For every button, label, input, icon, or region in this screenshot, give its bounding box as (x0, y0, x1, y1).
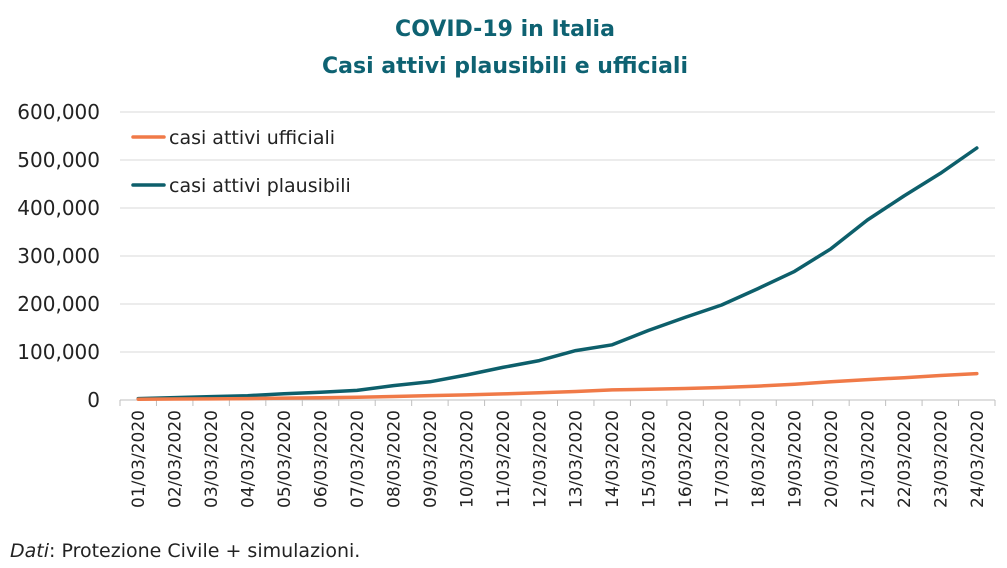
x-tick-label: 10/03/2020 (457, 410, 477, 508)
x-tick-label: 15/03/2020 (640, 410, 660, 508)
y-tick-label: 200,000 (17, 292, 100, 316)
x-tick-label: 03/03/2020 (202, 410, 222, 508)
x-tick-label: 23/03/2020 (931, 410, 951, 508)
y-tick-label: 500,000 (17, 148, 100, 172)
series-line-plausibili (136, 146, 979, 401)
x-tick-label: 16/03/2020 (676, 410, 696, 508)
chart-title-line-2: Casi attivi plausibili e ufficiali (322, 54, 688, 79)
y-tick-label: 100,000 (17, 340, 100, 364)
source-footnote: Dati: Protezione Civile + simulazioni. (10, 540, 360, 562)
legend-label: casi attivi ufficiali (169, 127, 335, 149)
x-tick-label: 19/03/2020 (785, 410, 805, 508)
y-axis: 0 100,000 200,000 300,000 400,000 500,000 600,… (17, 100, 100, 412)
x-tick-label: 13/03/2020 (567, 410, 587, 508)
x-tick-label: 02/03/2020 (166, 410, 186, 508)
series (136, 146, 979, 401)
x-tick-label: 22/03/2020 (895, 410, 915, 508)
legend: casi attivi ufficiali casi attivi plausib… (131, 127, 351, 197)
x-tick-label: 07/03/2020 (348, 410, 368, 508)
x-tick-label: 04/03/2020 (239, 410, 259, 508)
x-tick-label: 09/03/2020 (421, 410, 441, 508)
footnote-italic: Dati (10, 540, 50, 562)
x-tick-label: 06/03/2020 (312, 410, 332, 508)
x-tick-label: 24/03/2020 (968, 410, 988, 508)
x-axis: 01/03/2020 02/03/2020 03/03/2020 04/03/2020… (119, 399, 996, 508)
x-tick-label: 17/03/2020 (713, 410, 733, 508)
footnote-text: : Protezione Civile + simulazioni. (49, 540, 361, 562)
y-tick-label: 0 (87, 388, 100, 412)
y-tick-label: 400,000 (17, 196, 100, 220)
x-tick-label: 14/03/2020 (603, 410, 623, 508)
x-tick-label: 12/03/2020 (530, 410, 550, 508)
x-tick-label: 08/03/2020 (384, 410, 404, 508)
series-line-ufficiali (136, 371, 979, 401)
chart-title-line-1: COVID-19 in Italia (395, 17, 615, 42)
x-tick-label: 11/03/2020 (494, 410, 514, 508)
legend-label: casi attivi plausibili (169, 175, 351, 197)
y-tick-label: 300,000 (17, 244, 100, 268)
gridlines (120, 111, 995, 353)
y-tick-label: 600,000 (17, 100, 100, 124)
x-tick-label: 20/03/2020 (822, 410, 842, 508)
x-tick-label: 18/03/2020 (749, 410, 769, 508)
x-tick-label: 01/03/2020 (129, 410, 149, 508)
x-tick-label: 21/03/2020 (858, 410, 878, 508)
x-tick-label: 05/03/2020 (275, 410, 295, 508)
